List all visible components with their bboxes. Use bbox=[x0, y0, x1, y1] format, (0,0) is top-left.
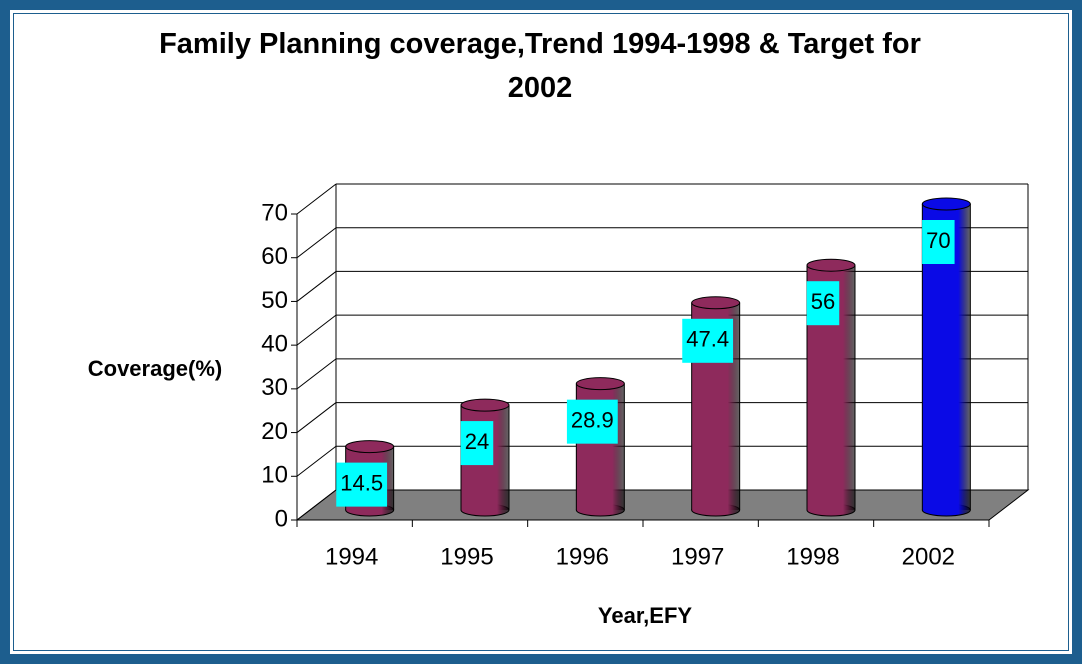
y-tick-label: 60 bbox=[261, 243, 288, 270]
bar-top bbox=[921, 197, 971, 211]
data-label-box bbox=[460, 421, 494, 466]
y-tick-label: 20 bbox=[261, 418, 288, 445]
floor bbox=[295, 489, 1030, 521]
chart-title: Family Planning coverage,Trend 1994-1998… bbox=[159, 28, 921, 104]
y-tick-label: 70 bbox=[261, 199, 288, 226]
data-label: 14.5 bbox=[340, 470, 383, 495]
x-axis-label: Year,EFY bbox=[598, 603, 693, 628]
bar-top bbox=[806, 258, 856, 272]
data-label: 56 bbox=[811, 289, 835, 314]
bar-top bbox=[460, 398, 510, 412]
side-grid-line bbox=[296, 314, 337, 346]
data-label-box bbox=[682, 318, 734, 363]
data-label-box bbox=[922, 220, 955, 264]
data-label: 47.4 bbox=[686, 327, 729, 352]
y-tick-label: 40 bbox=[261, 330, 288, 357]
y-axis-label: Coverage(%) bbox=[88, 356, 222, 381]
side-grid-line bbox=[296, 271, 337, 302]
data-label: 70 bbox=[926, 228, 950, 253]
x-tick-label: 1998 bbox=[786, 543, 839, 570]
x-tick-label: 1997 bbox=[671, 543, 724, 570]
bar-top bbox=[691, 296, 741, 310]
side-grid-line bbox=[296, 183, 337, 215]
data-label-box bbox=[566, 399, 618, 444]
side-grid-line bbox=[296, 445, 337, 477]
side-grid-line bbox=[296, 402, 337, 433]
x-tick-label: 2002 bbox=[902, 543, 955, 570]
data-label-box bbox=[806, 281, 840, 326]
y-tick-label: 30 bbox=[261, 374, 288, 401]
x-tick-label: 1996 bbox=[556, 543, 609, 570]
data-label: 24 bbox=[465, 429, 489, 454]
data-label: 28.9 bbox=[571, 407, 614, 432]
side-grid-line bbox=[296, 227, 337, 259]
bar-top bbox=[575, 377, 625, 391]
y-tick-label: 0 bbox=[275, 505, 288, 532]
side-grid-line bbox=[296, 358, 337, 390]
y-tick-label: 50 bbox=[261, 287, 288, 314]
x-tick-label: 1994 bbox=[325, 543, 378, 570]
y-tick-label: 10 bbox=[261, 462, 288, 489]
inner-border bbox=[13, 13, 1069, 651]
x-tick-label: 1995 bbox=[440, 543, 493, 570]
side-grid-line bbox=[296, 489, 337, 521]
bar-top bbox=[345, 440, 395, 454]
data-label-box bbox=[336, 462, 388, 507]
